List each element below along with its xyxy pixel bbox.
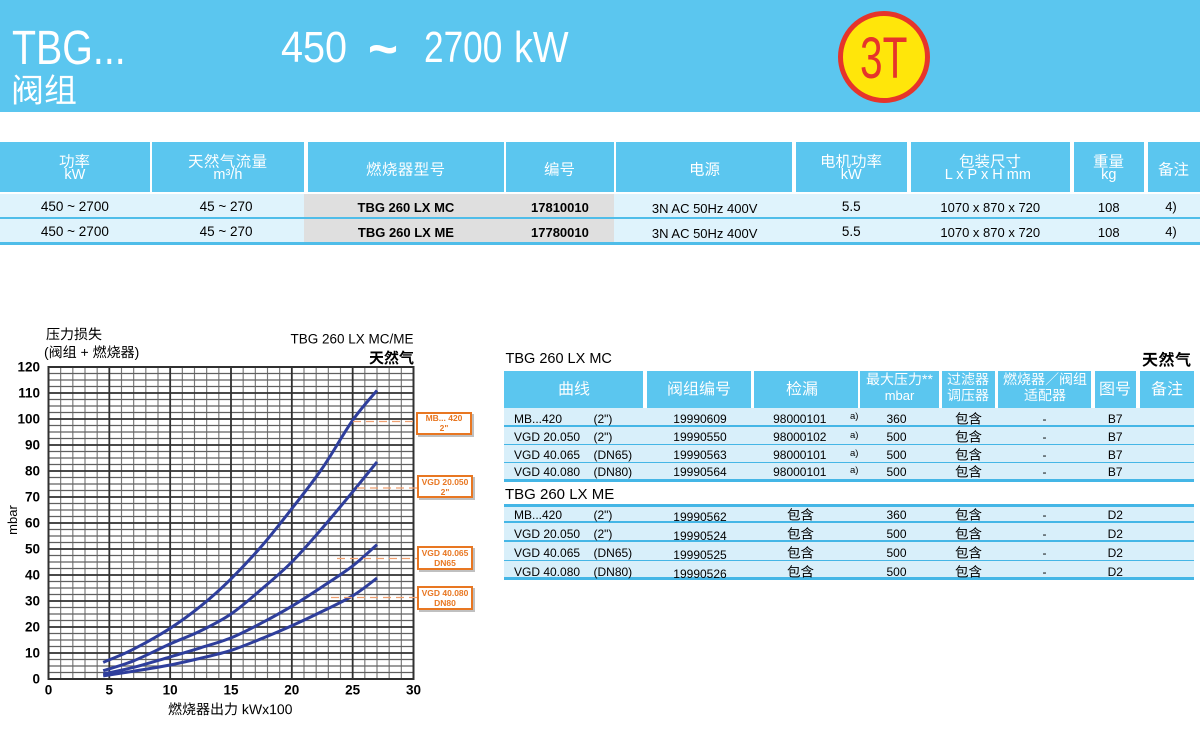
svg-text:15: 15: [223, 683, 239, 698]
svg-text:20: 20: [25, 620, 40, 635]
svg-text:120: 120: [17, 360, 40, 375]
svg-text:10: 10: [163, 683, 178, 698]
svg-text:0: 0: [45, 683, 53, 698]
svg-text:TBG 260 LX MC/ME: TBG 260 LX MC/ME: [290, 332, 413, 347]
svg-text:mbar: mbar: [5, 505, 20, 535]
svg-text:70: 70: [25, 490, 40, 505]
svg-text:110: 110: [18, 386, 40, 401]
svg-text:60: 60: [25, 516, 40, 531]
svg-text:0: 0: [32, 672, 40, 687]
svg-text:50: 50: [25, 542, 40, 557]
svg-text:80: 80: [25, 464, 40, 479]
svg-text:40: 40: [25, 568, 40, 583]
svg-text:10: 10: [25, 646, 40, 661]
svg-text:20: 20: [284, 683, 299, 698]
svg-text:90: 90: [25, 438, 40, 453]
svg-text:5: 5: [106, 683, 114, 698]
svg-text:100: 100: [17, 412, 40, 427]
svg-text:30: 30: [406, 683, 421, 698]
svg-text:30: 30: [25, 594, 40, 609]
svg-text:25: 25: [345, 683, 361, 698]
